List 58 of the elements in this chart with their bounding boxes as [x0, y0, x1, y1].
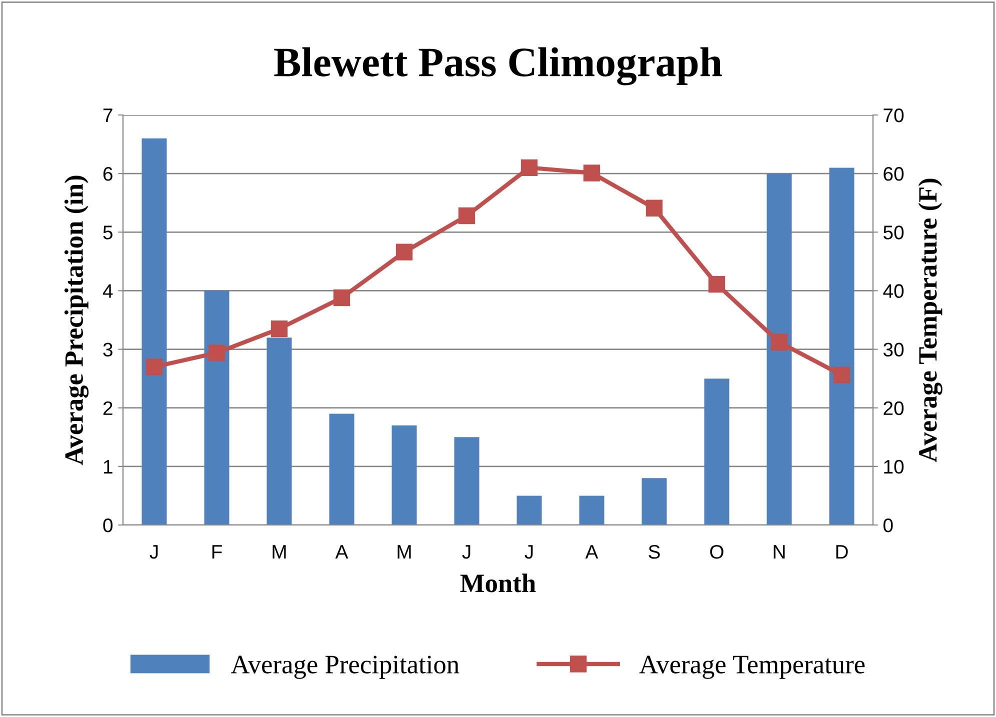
bar: [579, 496, 604, 525]
y2-tick-label: 50: [884, 226, 904, 240]
x-tick-label: A: [585, 545, 598, 559]
y-tick-label: 3: [103, 342, 112, 357]
point: [208, 344, 226, 362]
y-tick-label: 5: [103, 226, 112, 240]
point: [770, 334, 788, 351]
bar: [516, 496, 542, 525]
point: [458, 207, 476, 224]
point: [146, 358, 163, 376]
bar: [829, 168, 854, 525]
x-tick-label: D: [836, 545, 848, 559]
point: [270, 320, 288, 338]
y-tick-label: 1: [104, 460, 112, 474]
bar: [266, 338, 292, 525]
bar: [766, 174, 792, 525]
point: [583, 164, 600, 182]
point: [646, 200, 663, 216]
chart-title: Blewett Pass Climograph: [274, 47, 722, 86]
y2-tick-label: 70: [884, 108, 904, 122]
y2-tick-label: 0: [883, 518, 893, 532]
y-tick-label: 4: [102, 284, 113, 298]
x-tick-label: A: [335, 545, 348, 559]
x-tick-label: M: [272, 545, 286, 559]
bar: [454, 437, 480, 525]
x-tick-label: N: [774, 545, 785, 559]
x-tick-label: S: [648, 544, 660, 559]
point: [520, 159, 538, 176]
y2-axis-title: Average Temperature (F): [918, 178, 942, 462]
x-tick-label: M: [398, 545, 411, 559]
y-tick-label: 7: [103, 108, 112, 122]
x-tick-label: J: [524, 545, 533, 559]
point: [396, 244, 413, 260]
y2-tick-label: 20: [884, 401, 904, 416]
bar: [142, 138, 167, 525]
legend-label: Average Temperature: [639, 656, 865, 679]
x-axis-title: Month: [460, 574, 536, 592]
bar: [704, 378, 730, 525]
x-tick-label: O: [710, 544, 724, 559]
y2-tick-label: 40: [883, 284, 904, 298]
x-tick-label: J: [150, 545, 158, 559]
bar: [329, 414, 354, 525]
y-tick-label: 2: [103, 401, 112, 415]
point: [333, 289, 350, 306]
y2-tick-label: 30: [883, 342, 904, 357]
point: [708, 276, 726, 293]
bar: [204, 290, 230, 525]
y2-tick-label: 60: [884, 167, 904, 181]
x-tick-label: F: [212, 545, 222, 559]
bar: [642, 478, 667, 525]
y-axis-title: Average Precipitation (in): [64, 176, 89, 466]
y-tick-label: 6: [103, 167, 112, 181]
legend-label: Average Precipitation: [230, 656, 460, 679]
y2-tick-label: 10: [884, 460, 904, 474]
point: [833, 366, 850, 384]
x-tick-label: J: [462, 545, 470, 559]
y-tick-label: 0: [103, 518, 113, 532]
bar: [392, 425, 417, 525]
